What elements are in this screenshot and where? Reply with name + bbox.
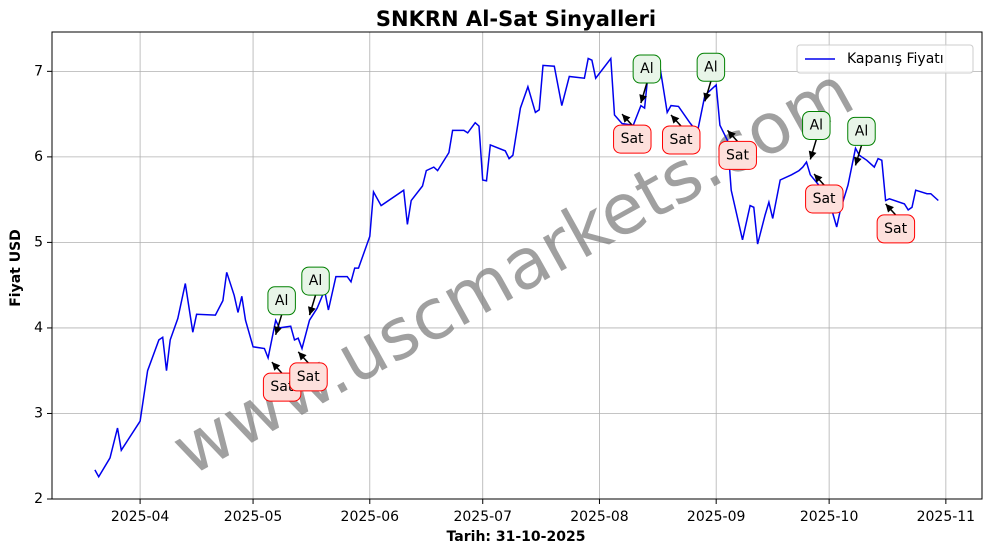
x-tick-label: 2025-06	[341, 509, 400, 525]
signal-annotation: Al	[632, 54, 662, 104]
annotation-box	[876, 214, 916, 244]
annotation-box	[805, 184, 844, 214]
legend-label: Kapanış Fiyatı	[847, 51, 944, 67]
signal-annotation: Sat	[876, 203, 916, 244]
annotation-box	[632, 54, 662, 84]
x-tick-label: 2025-09	[687, 509, 746, 525]
y-tick-label: 5	[34, 234, 43, 250]
x-tick-label: 2025-05	[224, 509, 283, 525]
annotation-box	[718, 140, 757, 170]
annotation-box	[267, 286, 296, 316]
arrow-head	[808, 150, 817, 160]
signal-annotation: Al	[847, 116, 876, 166]
legend-box	[796, 44, 974, 74]
annotation-label: Al	[855, 123, 868, 139]
annotation-box	[802, 110, 831, 140]
chart-title: SNKRN Al-Sat Sinyalleri	[376, 7, 656, 31]
signal-annotation: Al	[267, 286, 296, 335]
signal-annotation: Sat	[718, 129, 757, 170]
watermark: www.uscmarkets.com	[159, 50, 867, 492]
y-tick-label: 4	[34, 320, 43, 336]
y-tick-label: 7	[34, 63, 43, 79]
arrow-head	[271, 362, 281, 371]
annotation-label: Sat	[297, 369, 320, 385]
signal-annotation: Sat	[289, 351, 328, 392]
annotation-label: Al	[309, 273, 322, 289]
annotation-box	[613, 124, 652, 154]
annotation-label: Sat	[670, 132, 693, 148]
arrow-head	[298, 351, 307, 361]
signal-annotation: Al	[301, 266, 330, 316]
y-tick-label: 2	[34, 491, 43, 507]
signal-annotation: Al	[802, 110, 831, 160]
y-tick-label: 6	[34, 149, 43, 165]
annotation-label: Sat	[813, 191, 836, 207]
plot-frame	[51, 31, 983, 500]
x-axis-label: Tarih: 31-10-2025	[447, 529, 586, 545]
x-tick-label: 2025-11	[917, 509, 976, 525]
y-tick-label: 3	[34, 405, 43, 421]
arrow-head	[814, 173, 823, 183]
signal-annotation: Sat	[613, 113, 652, 154]
annotation-box	[847, 116, 876, 146]
annotation-label: Al	[704, 59, 717, 75]
signal-annotation: Sat	[805, 173, 844, 214]
annotation-box	[289, 362, 328, 392]
annotation-box	[662, 125, 701, 155]
arrow-head	[727, 130, 736, 139]
price-line	[94, 56, 939, 479]
arrow-head	[274, 325, 282, 335]
annotation-label: Sat	[884, 221, 907, 237]
arrow-head	[639, 94, 648, 103]
annotation-label: Sat	[270, 379, 293, 395]
arrow-head	[308, 306, 316, 316]
annotation-box	[301, 266, 330, 296]
annotation-box	[696, 52, 726, 82]
annotation-label: Sat	[726, 147, 749, 163]
annotation-label: Al	[640, 61, 653, 77]
signal-annotation: Al	[696, 52, 726, 102]
x-tick-label: 2025-04	[111, 509, 170, 525]
arrow-head	[703, 92, 712, 102]
y-axis-label: Fiyat USD	[8, 229, 24, 307]
arrow-head	[622, 114, 631, 123]
arrow-head	[853, 156, 862, 166]
x-tick-label: 2025-08	[570, 509, 629, 525]
legend: Kapanış Fiyatı	[796, 44, 974, 74]
signal-annotation: Sat	[662, 114, 701, 155]
annotation-label: Sat	[621, 131, 644, 147]
x-tick-label: 2025-07	[453, 509, 512, 525]
annotation-label: Al	[810, 117, 823, 133]
arrow-head	[885, 203, 894, 213]
x-tick-label: 2025-10	[800, 509, 859, 525]
arrow-head	[670, 114, 680, 124]
annotation-label: Al	[275, 293, 288, 309]
